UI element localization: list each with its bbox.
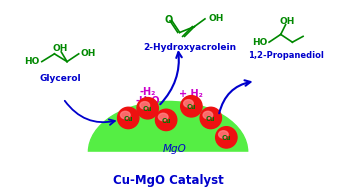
Circle shape <box>181 96 202 117</box>
Text: -H₂: -H₂ <box>139 87 156 97</box>
Text: Cu: Cu <box>206 116 216 122</box>
Text: Cu: Cu <box>143 106 152 112</box>
Ellipse shape <box>184 100 193 107</box>
Circle shape <box>118 107 139 129</box>
Circle shape <box>137 98 158 119</box>
Text: MgO: MgO <box>163 144 187 154</box>
Ellipse shape <box>88 101 248 189</box>
Text: OH: OH <box>209 14 224 23</box>
Ellipse shape <box>140 101 150 109</box>
Text: OH: OH <box>53 44 68 53</box>
Text: Cu-MgO Catalyst: Cu-MgO Catalyst <box>113 174 223 187</box>
Text: 1,2-Propanediol: 1,2-Propanediol <box>248 51 324 60</box>
Circle shape <box>216 127 237 148</box>
Text: Glycerol: Glycerol <box>39 74 81 83</box>
Text: HO: HO <box>24 57 40 66</box>
Text: + H₂: + H₂ <box>180 89 203 99</box>
Text: OH: OH <box>280 17 295 26</box>
Ellipse shape <box>203 111 213 119</box>
Ellipse shape <box>219 131 228 138</box>
Text: Cu: Cu <box>187 104 196 110</box>
Ellipse shape <box>158 113 168 121</box>
Circle shape <box>155 109 177 131</box>
Text: -H₂O: -H₂O <box>135 96 160 106</box>
Text: HO: HO <box>252 38 267 47</box>
Ellipse shape <box>120 111 130 119</box>
Text: OH: OH <box>81 49 96 58</box>
Text: Cu: Cu <box>222 135 231 141</box>
Circle shape <box>200 107 221 129</box>
Text: 2-Hydroxyacrolein: 2-Hydroxyacrolein <box>143 43 236 52</box>
Polygon shape <box>84 152 253 189</box>
Text: Cu: Cu <box>162 118 171 124</box>
Text: O: O <box>165 15 173 25</box>
Text: Cu: Cu <box>123 116 133 122</box>
